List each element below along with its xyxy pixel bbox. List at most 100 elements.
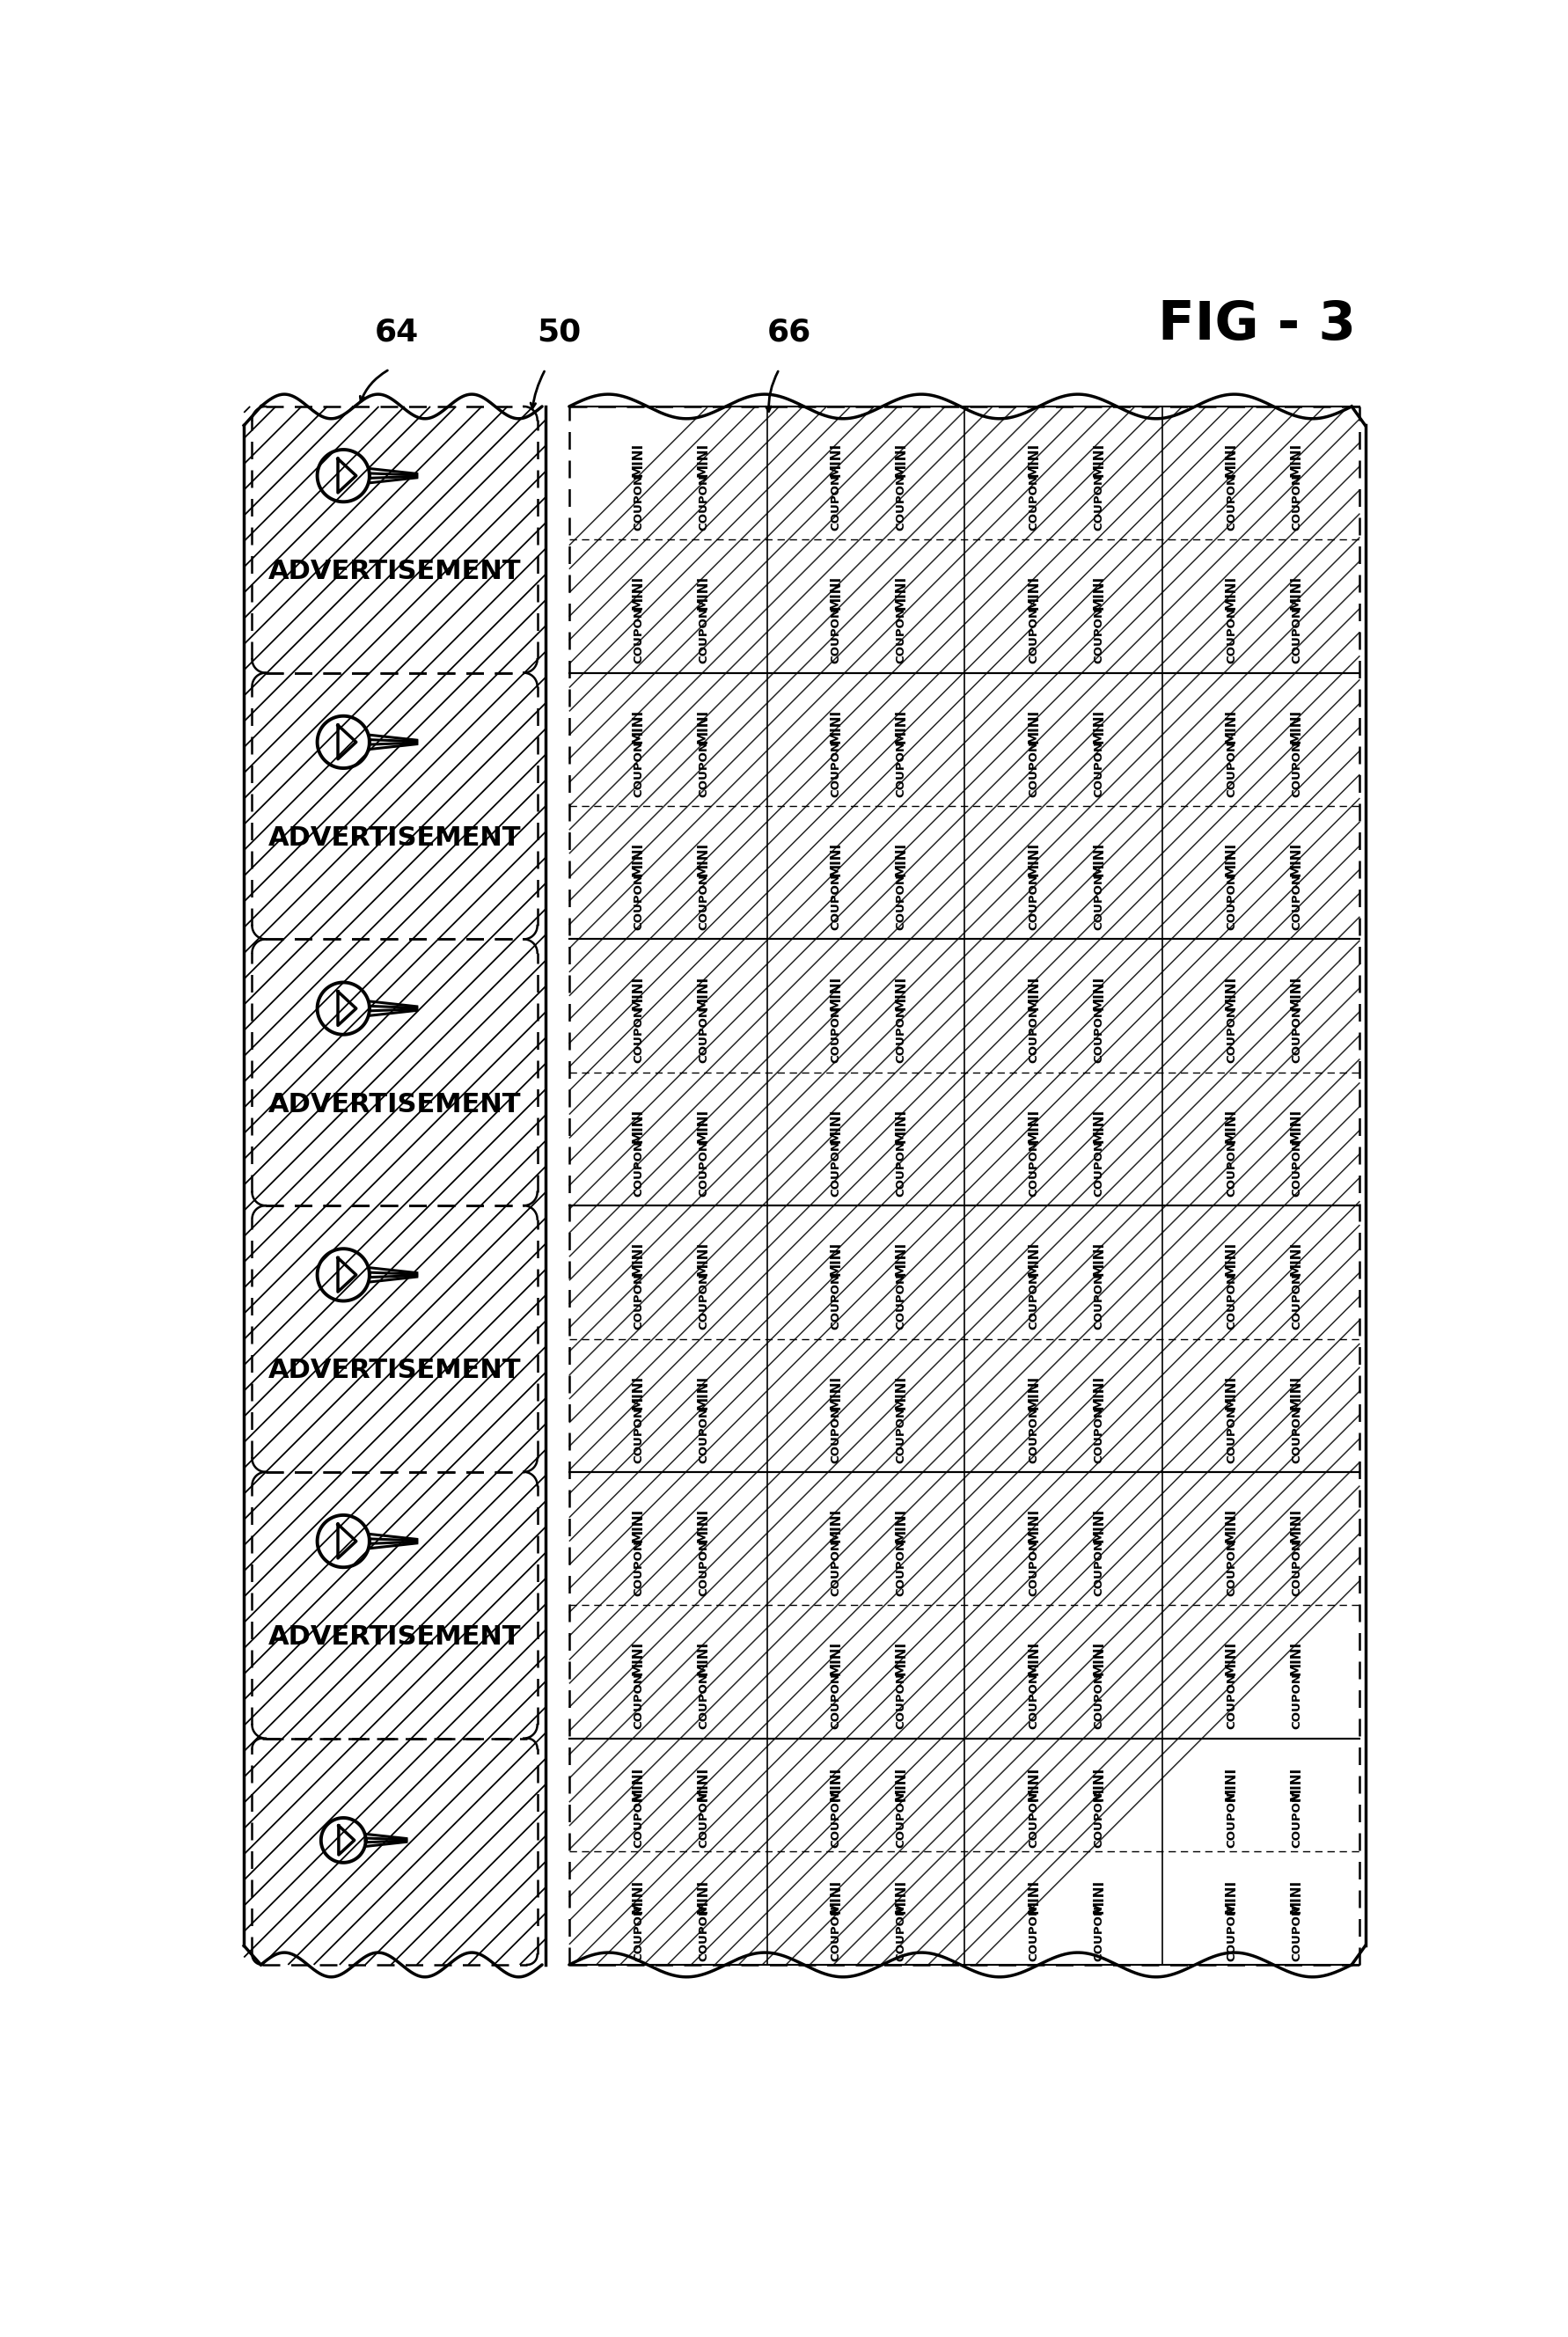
Text: MINI: MINI <box>829 1374 842 1409</box>
Text: COUPON: COUPON <box>1093 741 1104 797</box>
Text: COUPON: COUPON <box>895 1407 906 1463</box>
Text: MINI: MINI <box>698 1241 710 1276</box>
Text: COUPON: COUPON <box>1093 608 1104 664</box>
Text: MINI: MINI <box>1027 575 1040 610</box>
Text: COUPON: COUPON <box>1029 1140 1040 1197</box>
Text: COUPON: COUPON <box>831 1407 842 1463</box>
Text: MINI: MINI <box>895 975 908 1010</box>
Text: COUPON: COUPON <box>895 874 906 930</box>
Text: MINI: MINI <box>632 1507 644 1542</box>
Text: COUPON: COUPON <box>1029 741 1040 797</box>
Text: COUPON: COUPON <box>1029 1274 1040 1330</box>
Text: COUPON: COUPON <box>1029 1673 1040 1729</box>
Text: MINI: MINI <box>698 975 710 1010</box>
Text: MINI: MINI <box>895 1507 908 1542</box>
Text: MINI: MINI <box>698 1879 710 1914</box>
Text: COUPON: COUPON <box>1093 874 1104 930</box>
Text: COUPON: COUPON <box>1226 874 1237 930</box>
Text: COUPON: COUPON <box>895 1792 906 1849</box>
Text: COUPON: COUPON <box>1093 1274 1104 1330</box>
Text: MINI: MINI <box>895 1374 908 1409</box>
Text: COUPON: COUPON <box>831 1140 842 1197</box>
Text: MINI: MINI <box>1290 841 1303 876</box>
Text: MINI: MINI <box>632 841 644 876</box>
Text: MINI: MINI <box>1225 575 1239 610</box>
Text: MINI: MINI <box>829 975 842 1010</box>
Text: MINI: MINI <box>1093 708 1105 743</box>
Text: COUPON: COUPON <box>698 1274 709 1330</box>
Text: 50: 50 <box>536 318 582 346</box>
Text: COUPON: COUPON <box>1226 1792 1237 1849</box>
Text: COUPON: COUPON <box>698 874 709 930</box>
Text: MINI: MINI <box>1290 1374 1303 1409</box>
Text: MINI: MINI <box>1290 1767 1303 1802</box>
Text: COUPON: COUPON <box>698 1540 709 1596</box>
Text: COUPON: COUPON <box>1029 1792 1040 1849</box>
Text: FIG - 3: FIG - 3 <box>1157 299 1356 351</box>
Text: COUPON: COUPON <box>1093 1673 1104 1729</box>
Text: COUPON: COUPON <box>1093 1007 1104 1063</box>
Text: MINI: MINI <box>698 1374 710 1409</box>
Text: MINI: MINI <box>632 1374 644 1409</box>
Text: MINI: MINI <box>829 442 842 477</box>
Text: MINI: MINI <box>1027 1241 1040 1276</box>
Text: MINI: MINI <box>632 1879 644 1914</box>
Text: MINI: MINI <box>1225 975 1239 1010</box>
Text: COUPON: COUPON <box>1226 1540 1237 1596</box>
Text: COUPON: COUPON <box>1093 1905 1104 1961</box>
Text: COUPON: COUPON <box>698 1407 709 1463</box>
Text: MINI: MINI <box>1093 1108 1105 1143</box>
Text: MINI: MINI <box>895 1108 908 1143</box>
Text: MINI: MINI <box>632 975 644 1010</box>
Text: MINI: MINI <box>895 575 908 610</box>
Text: COUPON: COUPON <box>1290 1792 1303 1849</box>
Text: MINI: MINI <box>1290 575 1303 610</box>
Text: MINI: MINI <box>1093 575 1105 610</box>
Text: COUPON: COUPON <box>632 608 644 664</box>
Text: COUPON: COUPON <box>698 741 709 797</box>
Text: 66: 66 <box>767 318 812 346</box>
Text: MINI: MINI <box>1290 1641 1303 1676</box>
Text: MINI: MINI <box>1093 1507 1105 1542</box>
Text: MINI: MINI <box>895 442 908 477</box>
Text: COUPON: COUPON <box>1093 1792 1104 1849</box>
Text: MINI: MINI <box>1027 708 1040 743</box>
Text: MINI: MINI <box>1225 442 1239 477</box>
Text: MINI: MINI <box>829 1767 842 1802</box>
Text: MINI: MINI <box>1225 1641 1239 1676</box>
Text: COUPON: COUPON <box>895 1274 906 1330</box>
Text: MINI: MINI <box>632 708 644 743</box>
Text: MINI: MINI <box>1290 1507 1303 1542</box>
Text: COUPON: COUPON <box>895 1540 906 1596</box>
Text: COUPON: COUPON <box>895 1673 906 1729</box>
Text: COUPON: COUPON <box>1290 741 1303 797</box>
Text: MINI: MINI <box>1027 1879 1040 1914</box>
Text: MINI: MINI <box>1027 1374 1040 1409</box>
Text: ADVERTISEMENT: ADVERTISEMENT <box>268 825 521 851</box>
Text: MINI: MINI <box>1027 1641 1040 1676</box>
Text: COUPON: COUPON <box>895 1140 906 1197</box>
Text: MINI: MINI <box>1093 1767 1105 1802</box>
Text: COUPON: COUPON <box>1290 1540 1303 1596</box>
Text: MINI: MINI <box>895 841 908 876</box>
Text: MINI: MINI <box>698 575 710 610</box>
Text: MINI: MINI <box>829 1507 842 1542</box>
Text: MINI: MINI <box>1027 442 1040 477</box>
Text: MINI: MINI <box>698 1108 710 1143</box>
Text: COUPON: COUPON <box>1290 1407 1303 1463</box>
Text: MINI: MINI <box>829 575 842 610</box>
Text: MINI: MINI <box>698 1641 710 1676</box>
Text: MINI: MINI <box>698 1767 710 1802</box>
Text: COUPON: COUPON <box>831 874 842 930</box>
Text: MINI: MINI <box>698 841 710 876</box>
Text: COUPON: COUPON <box>831 1007 842 1063</box>
Text: MINI: MINI <box>895 1641 908 1676</box>
Text: COUPON: COUPON <box>1029 874 1040 930</box>
Text: MINI: MINI <box>1290 1879 1303 1914</box>
Text: COUPON: COUPON <box>1226 474 1237 530</box>
Text: MINI: MINI <box>1027 841 1040 876</box>
Text: COUPON: COUPON <box>1029 1905 1040 1961</box>
Text: MINI: MINI <box>698 708 710 743</box>
Text: COUPON: COUPON <box>632 1274 644 1330</box>
Text: COUPON: COUPON <box>1290 874 1303 930</box>
